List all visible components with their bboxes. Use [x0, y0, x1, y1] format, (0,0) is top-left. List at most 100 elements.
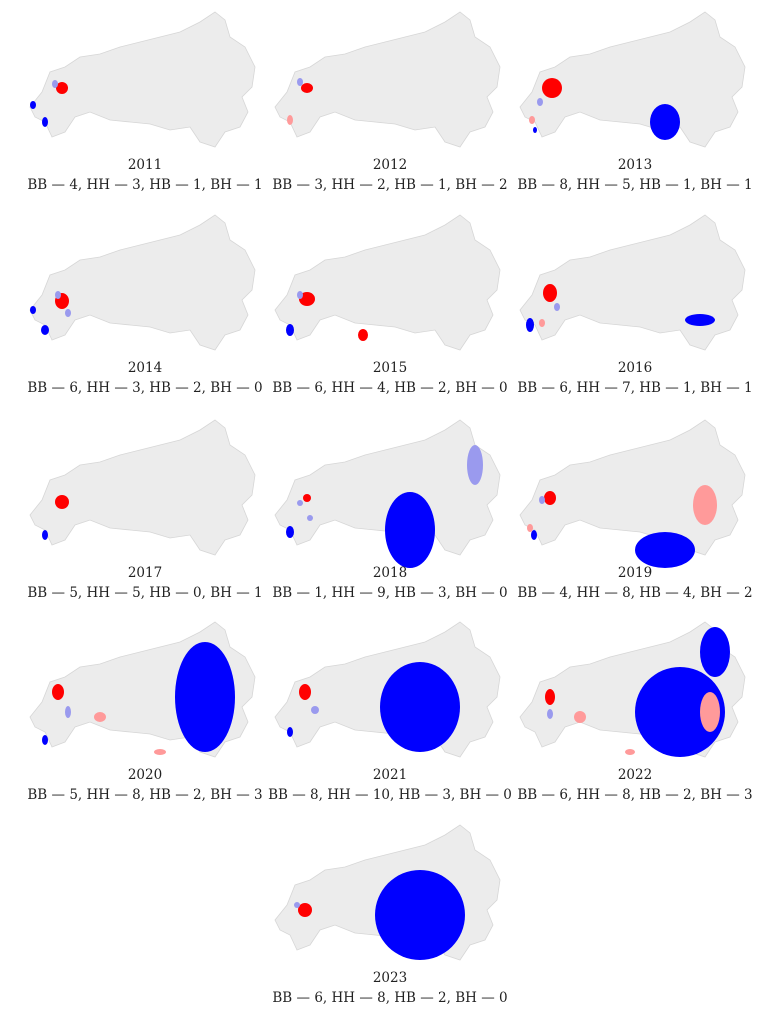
- region: [154, 749, 166, 755]
- region: [527, 524, 533, 532]
- panel-year: 2017: [128, 565, 162, 581]
- map-panel: 2017 BB — 5, HH — 5, HB — 0, BH — 1: [27, 419, 263, 601]
- region: [543, 284, 557, 302]
- region: [380, 662, 460, 752]
- panel-caption: BB — 6, HH — 3, HB — 2, BH — 0: [27, 380, 262, 396]
- panel-year: 2011: [128, 157, 162, 173]
- region: [94, 712, 106, 722]
- panel-caption: BB — 6, HH — 8, HB — 2, BH — 3: [517, 787, 752, 803]
- panel-caption: BB — 5, HH — 5, HB — 0, BH — 1: [27, 585, 262, 601]
- region: [42, 530, 48, 540]
- region: [307, 515, 313, 521]
- region: [385, 492, 435, 568]
- map-panel: 2016 BB — 6, HH — 7, HB — 1, BH — 1: [517, 214, 753, 396]
- map-panel: 2022 BB — 6, HH — 8, HB — 2, BH — 3: [517, 621, 753, 803]
- panel-year: 2021: [373, 767, 407, 783]
- panel-caption: BB — 8, HH — 10, HB — 3, BH — 0: [268, 787, 512, 803]
- map-panel: 2014 BB — 6, HH — 3, HB — 2, BH — 0: [27, 214, 263, 396]
- region: [30, 101, 36, 109]
- panel-caption: BB — 4, HH — 3, HB — 1, BH — 1: [27, 177, 262, 193]
- region: [297, 500, 303, 506]
- region: [625, 749, 635, 755]
- region: [301, 83, 313, 93]
- russia-map: [29, 214, 256, 351]
- region: [52, 684, 64, 700]
- region: [294, 902, 300, 908]
- region: [358, 329, 368, 341]
- region: [545, 689, 555, 705]
- region: [65, 309, 71, 317]
- region: [537, 98, 543, 106]
- region: [311, 706, 319, 714]
- panel-caption: BB — 6, HH — 7, HB — 1, BH — 1: [517, 380, 752, 396]
- region: [685, 314, 715, 326]
- region: [533, 127, 537, 133]
- region: [539, 319, 545, 327]
- region: [286, 526, 294, 538]
- panel-caption: BB — 6, HH — 4, HB — 2, BH — 0: [272, 380, 507, 396]
- panel-caption: BB — 1, HH — 9, HB — 3, BH — 0: [272, 585, 507, 601]
- region: [693, 485, 717, 525]
- panel-year: 2019: [618, 565, 652, 581]
- region: [42, 735, 48, 745]
- region: [55, 291, 61, 299]
- panel-year: 2020: [128, 767, 162, 783]
- region: [467, 445, 483, 485]
- region: [297, 291, 303, 299]
- panel-year: 2013: [618, 157, 652, 173]
- russia-map: [29, 419, 256, 556]
- russia-map: [519, 419, 746, 556]
- map-panel: 2018 BB — 1, HH — 9, HB — 3, BH — 0: [272, 419, 508, 601]
- panel-year: 2023: [373, 970, 407, 986]
- region: [700, 692, 720, 732]
- region: [175, 642, 235, 752]
- region: [303, 494, 311, 502]
- region: [287, 727, 293, 737]
- panel-year: 2018: [373, 565, 407, 581]
- map-panel: 2013 BB — 8, HH — 5, HB — 1, BH — 1: [517, 11, 753, 193]
- region: [574, 711, 586, 723]
- map-panel: 2023 BB — 6, HH — 8, HB — 2, BH — 0: [272, 824, 508, 1006]
- region: [42, 117, 48, 127]
- map-panel: 2021 BB — 8, HH — 10, HB — 3, BH — 0: [268, 621, 512, 803]
- region: [539, 496, 545, 504]
- region: [529, 116, 535, 124]
- region: [65, 706, 71, 718]
- region: [298, 903, 312, 917]
- panel-year: 2016: [618, 360, 652, 376]
- russia-map: [519, 214, 746, 351]
- region: [531, 530, 537, 540]
- region: [650, 104, 680, 140]
- region: [299, 292, 315, 306]
- map-panel: 2011 BB — 4, HH — 3, HB — 1, BH — 1: [27, 11, 263, 193]
- region: [544, 491, 556, 505]
- panel-caption: BB — 3, HH — 2, HB — 1, BH — 2: [272, 177, 507, 193]
- panel-year: 2015: [373, 360, 407, 376]
- russia-map: [274, 214, 501, 351]
- map-panel: 2015 BB — 6, HH — 4, HB — 2, BH — 0: [272, 214, 508, 396]
- region: [30, 306, 36, 314]
- panel-year: 2022: [618, 767, 652, 783]
- panel-caption: BB — 5, HH — 8, HB — 2, BH — 3: [27, 787, 262, 803]
- panel-caption: BB — 4, HH — 8, HB — 4, BH — 2: [517, 585, 752, 601]
- region: [286, 324, 294, 336]
- region: [52, 80, 58, 88]
- region: [287, 115, 293, 125]
- region: [297, 78, 303, 86]
- region: [635, 532, 695, 568]
- region: [700, 627, 730, 677]
- panel-caption: BB — 8, HH — 5, HB — 1, BH — 1: [517, 177, 752, 193]
- region: [635, 667, 725, 757]
- region: [55, 495, 69, 509]
- region: [554, 303, 560, 311]
- map-panel: 2020 BB — 5, HH — 8, HB — 2, BH — 3: [27, 621, 263, 803]
- region: [526, 318, 534, 332]
- map-panel: 2012 BB — 3, HH — 2, HB — 1, BH — 2: [272, 11, 508, 193]
- region: [299, 684, 311, 700]
- region: [41, 325, 49, 335]
- region: [547, 709, 553, 719]
- panel-caption: BB — 6, HH — 8, HB — 2, BH — 0: [272, 990, 507, 1006]
- region: [375, 870, 465, 960]
- region: [56, 82, 68, 94]
